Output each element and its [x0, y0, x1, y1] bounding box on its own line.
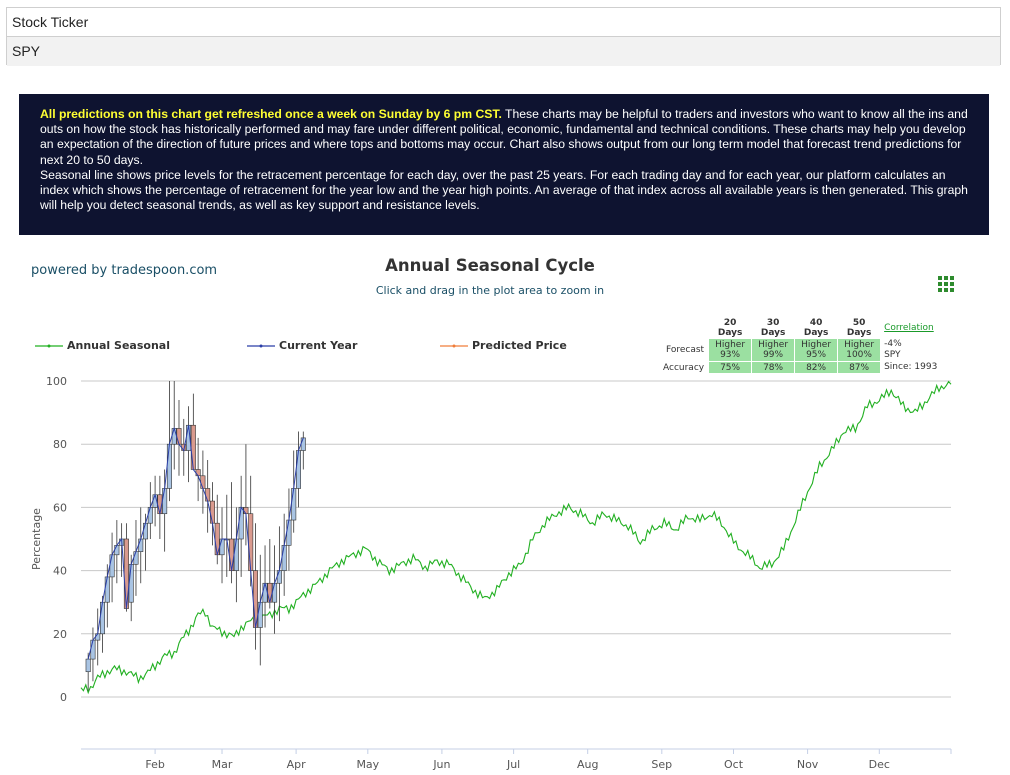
candle-body	[162, 488, 168, 515]
forecast-header-20: 20 Days	[717, 318, 743, 338]
x-tick-label: Feb	[145, 758, 164, 771]
candle-body	[238, 507, 244, 540]
correlation-since: Since: 1993	[884, 362, 938, 372]
x-tick-label: Mar	[212, 758, 233, 771]
forecast-header-30: 30 Days	[760, 318, 786, 338]
candle-body	[267, 582, 273, 603]
candle-body	[90, 639, 96, 660]
forecast-cell-40: Higher 95%	[795, 339, 838, 361]
x-tick-label: Jun	[432, 758, 450, 771]
candle-body	[276, 570, 282, 584]
y-tick-label: 60	[53, 501, 67, 514]
candle-body	[286, 519, 292, 546]
candle-body	[109, 554, 115, 578]
candle-body	[291, 488, 297, 521]
forecast-cell-50: Higher 100%	[838, 339, 881, 361]
forecast-direction-30: Higher	[758, 340, 789, 350]
candle-body	[171, 428, 177, 445]
forecast-pct-40: 95%	[806, 350, 827, 360]
accuracy-cell-30: 78%	[752, 362, 795, 373]
accuracy-cell-40: 82%	[795, 362, 838, 373]
candle-body	[243, 507, 249, 515]
chart-title: Annual Seasonal Cycle	[385, 256, 595, 275]
candle-body	[205, 488, 211, 502]
correlation-value: -4%	[884, 339, 902, 349]
y-tick-label: 40	[53, 565, 67, 578]
x-tick-label: Sep	[651, 758, 672, 771]
info-highlight: All predictions on this chart get refres…	[40, 107, 502, 121]
forecast-pct-20: 93%	[720, 350, 741, 360]
candle-body	[295, 450, 301, 489]
legend-predicted-price-label: Predicted Price	[472, 339, 567, 352]
info-text-1: These charts may be helpful to traders a…	[40, 107, 968, 167]
chart-menu-icon[interactable]	[938, 276, 954, 292]
forecast-header-50: 50 Days	[846, 318, 872, 338]
info-panel: All predictions on this chart get refres…	[19, 94, 989, 235]
forecast-direction-20: Higher	[715, 340, 746, 350]
candle-body	[257, 601, 263, 628]
accuracy-cell-20: 75%	[709, 362, 752, 373]
legend-annual-seasonal-label: Annual Seasonal	[67, 339, 170, 352]
candle-body	[138, 538, 144, 552]
candle-body	[147, 507, 153, 524]
legend-current-year-label: Current Year	[279, 339, 358, 352]
candle-body	[100, 601, 106, 635]
chart-subtitle: Click and drag in the plot area to zoom …	[375, 284, 605, 297]
correlation-link[interactable]: Correlation	[884, 322, 934, 333]
candle-body	[190, 424, 196, 470]
candle-body	[133, 551, 139, 565]
accuracy-cell-50: 87%	[838, 362, 881, 373]
y-tick-label: 80	[53, 438, 67, 451]
forecast-cell-20: Higher 93%	[709, 339, 752, 361]
x-tick-label: Aug	[577, 758, 598, 771]
y-tick-label: 20	[53, 628, 67, 641]
y-axis-label: Percentage	[30, 508, 43, 570]
x-tick-label: Jul	[506, 758, 520, 771]
y-tick-label: 0	[60, 691, 67, 704]
candle-body	[195, 469, 201, 477]
candle-body	[85, 658, 91, 673]
candle-body	[300, 437, 306, 451]
x-tick-label: Nov	[797, 758, 819, 771]
annual-seasonal-line	[80, 380, 952, 695]
candle-body	[114, 545, 120, 556]
forecast-cell-30: Higher 99%	[752, 339, 795, 361]
current-year-line	[87, 425, 304, 660]
y-tick-label: 100	[46, 375, 67, 388]
powered-by-link[interactable]: powered by tradespoon.com	[31, 263, 218, 278]
ticker-label: Stock Ticker	[7, 8, 1000, 37]
forecast-pct-30: 99%	[763, 350, 784, 360]
x-tick-label: Apr	[287, 758, 307, 771]
x-tick-label: May	[356, 758, 379, 771]
candle-body	[219, 538, 225, 556]
candle-body	[229, 538, 235, 571]
forecast-header-40: 40 Days	[803, 318, 829, 338]
candle-body	[200, 475, 206, 489]
forecast-direction-40: Higher	[801, 340, 832, 350]
accuracy-row-label: Accuracy	[663, 362, 705, 373]
candle-body	[272, 582, 278, 603]
x-tick-label: Dec	[869, 758, 890, 771]
forecast-row-label: Forecast	[666, 345, 705, 355]
candle-body	[128, 563, 134, 603]
correlation-symbol: SPY	[884, 350, 901, 360]
forecast-direction-50: Higher	[844, 340, 875, 350]
candle-body	[143, 522, 149, 540]
x-tick-label: Oct	[724, 758, 744, 771]
candle-body	[262, 582, 268, 603]
ticker-input[interactable]: SPY	[7, 37, 1000, 66]
ticker-form: Stock Ticker SPY	[6, 7, 1001, 66]
forecast-table: 20 Days 30 Days 40 Days 50 Days Correlat…	[660, 317, 940, 374]
candle-body	[281, 545, 287, 571]
candle-body	[248, 513, 254, 571]
candle-body	[104, 576, 110, 603]
candle-body	[176, 428, 182, 445]
forecast-pct-50: 100%	[846, 350, 872, 360]
candle-body	[95, 633, 101, 641]
candle-body	[166, 443, 172, 489]
candle-body	[233, 538, 239, 571]
info-text-2: Seasonal line shows price levels for the…	[40, 167, 968, 213]
candle-body	[209, 500, 215, 524]
